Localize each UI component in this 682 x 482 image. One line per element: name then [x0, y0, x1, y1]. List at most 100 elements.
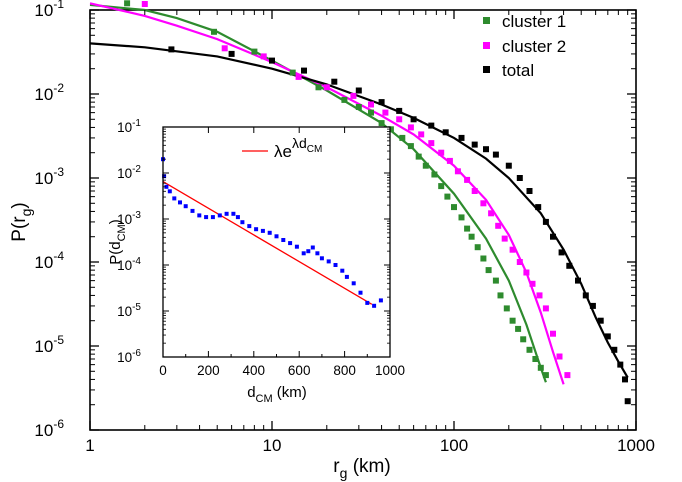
- data-point-total: [535, 204, 542, 211]
- data-point-cluster-1: [315, 84, 322, 91]
- inset-data-point: [247, 224, 252, 229]
- data-point-cluster-1: [515, 325, 522, 332]
- data-point-total: [442, 129, 449, 136]
- inset-data-point: [235, 215, 240, 220]
- inset-data-point: [260, 228, 265, 233]
- y-tick-label: 10-2: [34, 81, 64, 104]
- data-point-cluster-2: [446, 157, 453, 164]
- main-fit-curves: [89, 2, 629, 385]
- inset-data-point: [167, 189, 172, 194]
- data-point-total: [458, 134, 465, 141]
- inset-x-tick-label: 600: [288, 363, 311, 378]
- data-point-cluster-1: [251, 48, 258, 55]
- data-point-cluster-1: [341, 96, 348, 103]
- data-point-cluster-1: [368, 109, 374, 116]
- data-point-cluster-2: [396, 116, 403, 123]
- data-point-cluster-2: [550, 330, 556, 337]
- data-point-cluster-1: [355, 104, 362, 110]
- data-point-cluster-1: [444, 193, 451, 200]
- data-point-cluster-2: [564, 372, 571, 379]
- inset-x-tick-label: 1000: [375, 363, 405, 378]
- inset-x-tick-label: 0: [159, 363, 167, 378]
- data-point-total: [624, 398, 631, 405]
- data-point-cluster-1: [464, 225, 471, 232]
- data-point-cluster-1: [503, 305, 510, 312]
- data-point-total: [582, 292, 589, 299]
- inset-x-tick-label: 400: [243, 363, 266, 378]
- data-point-cluster-2: [428, 140, 435, 147]
- inset-y-tick-label: 10-3: [117, 210, 141, 227]
- inset-data-point: [224, 211, 229, 216]
- data-point-cluster-1: [520, 336, 527, 343]
- data-point-total: [483, 146, 489, 153]
- data-point-total: [378, 99, 385, 106]
- inset-legend-formula: λeλdCM: [274, 135, 322, 161]
- inset-data-point: [217, 213, 222, 218]
- data-point-cluster-1: [211, 28, 217, 35]
- legend-marker-cluster-2: [483, 42, 490, 49]
- data-point-cluster-2: [495, 222, 502, 229]
- data-point-cluster-1: [451, 204, 457, 211]
- main-data-points: [124, 0, 631, 405]
- legend-marker-total: [483, 66, 490, 73]
- data-point-total: [550, 233, 556, 240]
- data-point-cluster-1: [532, 356, 539, 362]
- legend-label-total: total: [502, 61, 534, 80]
- data-point-cluster-2: [295, 73, 302, 80]
- data-point-total: [566, 262, 573, 269]
- inset-data-point: [378, 298, 383, 303]
- data-point-cluster-2: [509, 246, 516, 253]
- inset-axis-ticks: 0 200 400 600 800 1000 10-6 10-5 10-4 10-3 10-2 10-…: [117, 118, 405, 378]
- x-tick-label: 100: [440, 436, 468, 455]
- data-point-cluster-1: [474, 244, 481, 251]
- inset-x-tick-label: 800: [333, 363, 356, 378]
- data-point-cluster-2: [480, 200, 487, 207]
- data-point-cluster-1: [378, 120, 385, 127]
- y-tick-label: 10-4: [34, 249, 64, 272]
- data-point-cluster-1: [468, 233, 475, 240]
- inset-data-point: [281, 238, 286, 242]
- data-point-cluster-1: [415, 153, 422, 160]
- data-point-cluster-2: [542, 305, 549, 312]
- inset-data-point: [231, 211, 236, 216]
- data-point-cluster-1: [480, 255, 487, 262]
- y-tick-label: 10-3: [34, 165, 64, 188]
- inset-y-tick-label: 10-5: [117, 302, 141, 319]
- inset-data-point: [183, 204, 188, 209]
- inset-data-point: [267, 230, 272, 235]
- inset-y-tick-label: 10-2: [117, 164, 141, 181]
- data-point-total: [396, 107, 403, 114]
- data-point-total: [597, 317, 604, 324]
- fit-curve-cluster-1: [89, 3, 547, 383]
- data-point-total: [611, 346, 618, 353]
- data-point-cluster-2: [438, 149, 445, 156]
- data-point-cluster-2: [516, 259, 523, 265]
- x-tick-label: 1000: [617, 436, 655, 455]
- data-point-cluster-2: [529, 280, 536, 287]
- data-point-cluster-2: [556, 353, 563, 360]
- data-point-cluster-1: [387, 126, 394, 133]
- data-point-cluster-2: [368, 101, 374, 108]
- data-point-cluster-1: [422, 162, 429, 169]
- main-y-axis-title: P(rg): [9, 202, 34, 241]
- inset-data-point: [162, 174, 167, 179]
- data-point-cluster-1: [542, 372, 549, 379]
- main-axis-ticks: 1 10 100 1000 10-6 10-5 10-4 10-3 10-2 10-1: [34, 0, 655, 455]
- data-point-cluster-2: [464, 176, 471, 183]
- x-tick-label: 1: [85, 436, 94, 455]
- fit-curve-total: [89, 42, 629, 379]
- data-point-total: [331, 78, 338, 85]
- data-point-cluster-2: [221, 45, 228, 52]
- main-plot-frame: [89, 9, 637, 431]
- data-point-total: [542, 218, 549, 225]
- data-point-cluster-1: [289, 69, 296, 76]
- inset-data-point: [164, 184, 169, 189]
- inset-data-point: [294, 244, 299, 249]
- x-tick-label: 10: [263, 436, 282, 455]
- main-legend: cluster 1 cluster 2 total: [483, 12, 566, 80]
- data-point-total: [604, 333, 611, 340]
- inset-data-point: [351, 281, 356, 286]
- data-point-cluster-1: [458, 214, 465, 221]
- data-point-cluster-2: [323, 84, 330, 91]
- data-point-cluster-2: [501, 235, 508, 242]
